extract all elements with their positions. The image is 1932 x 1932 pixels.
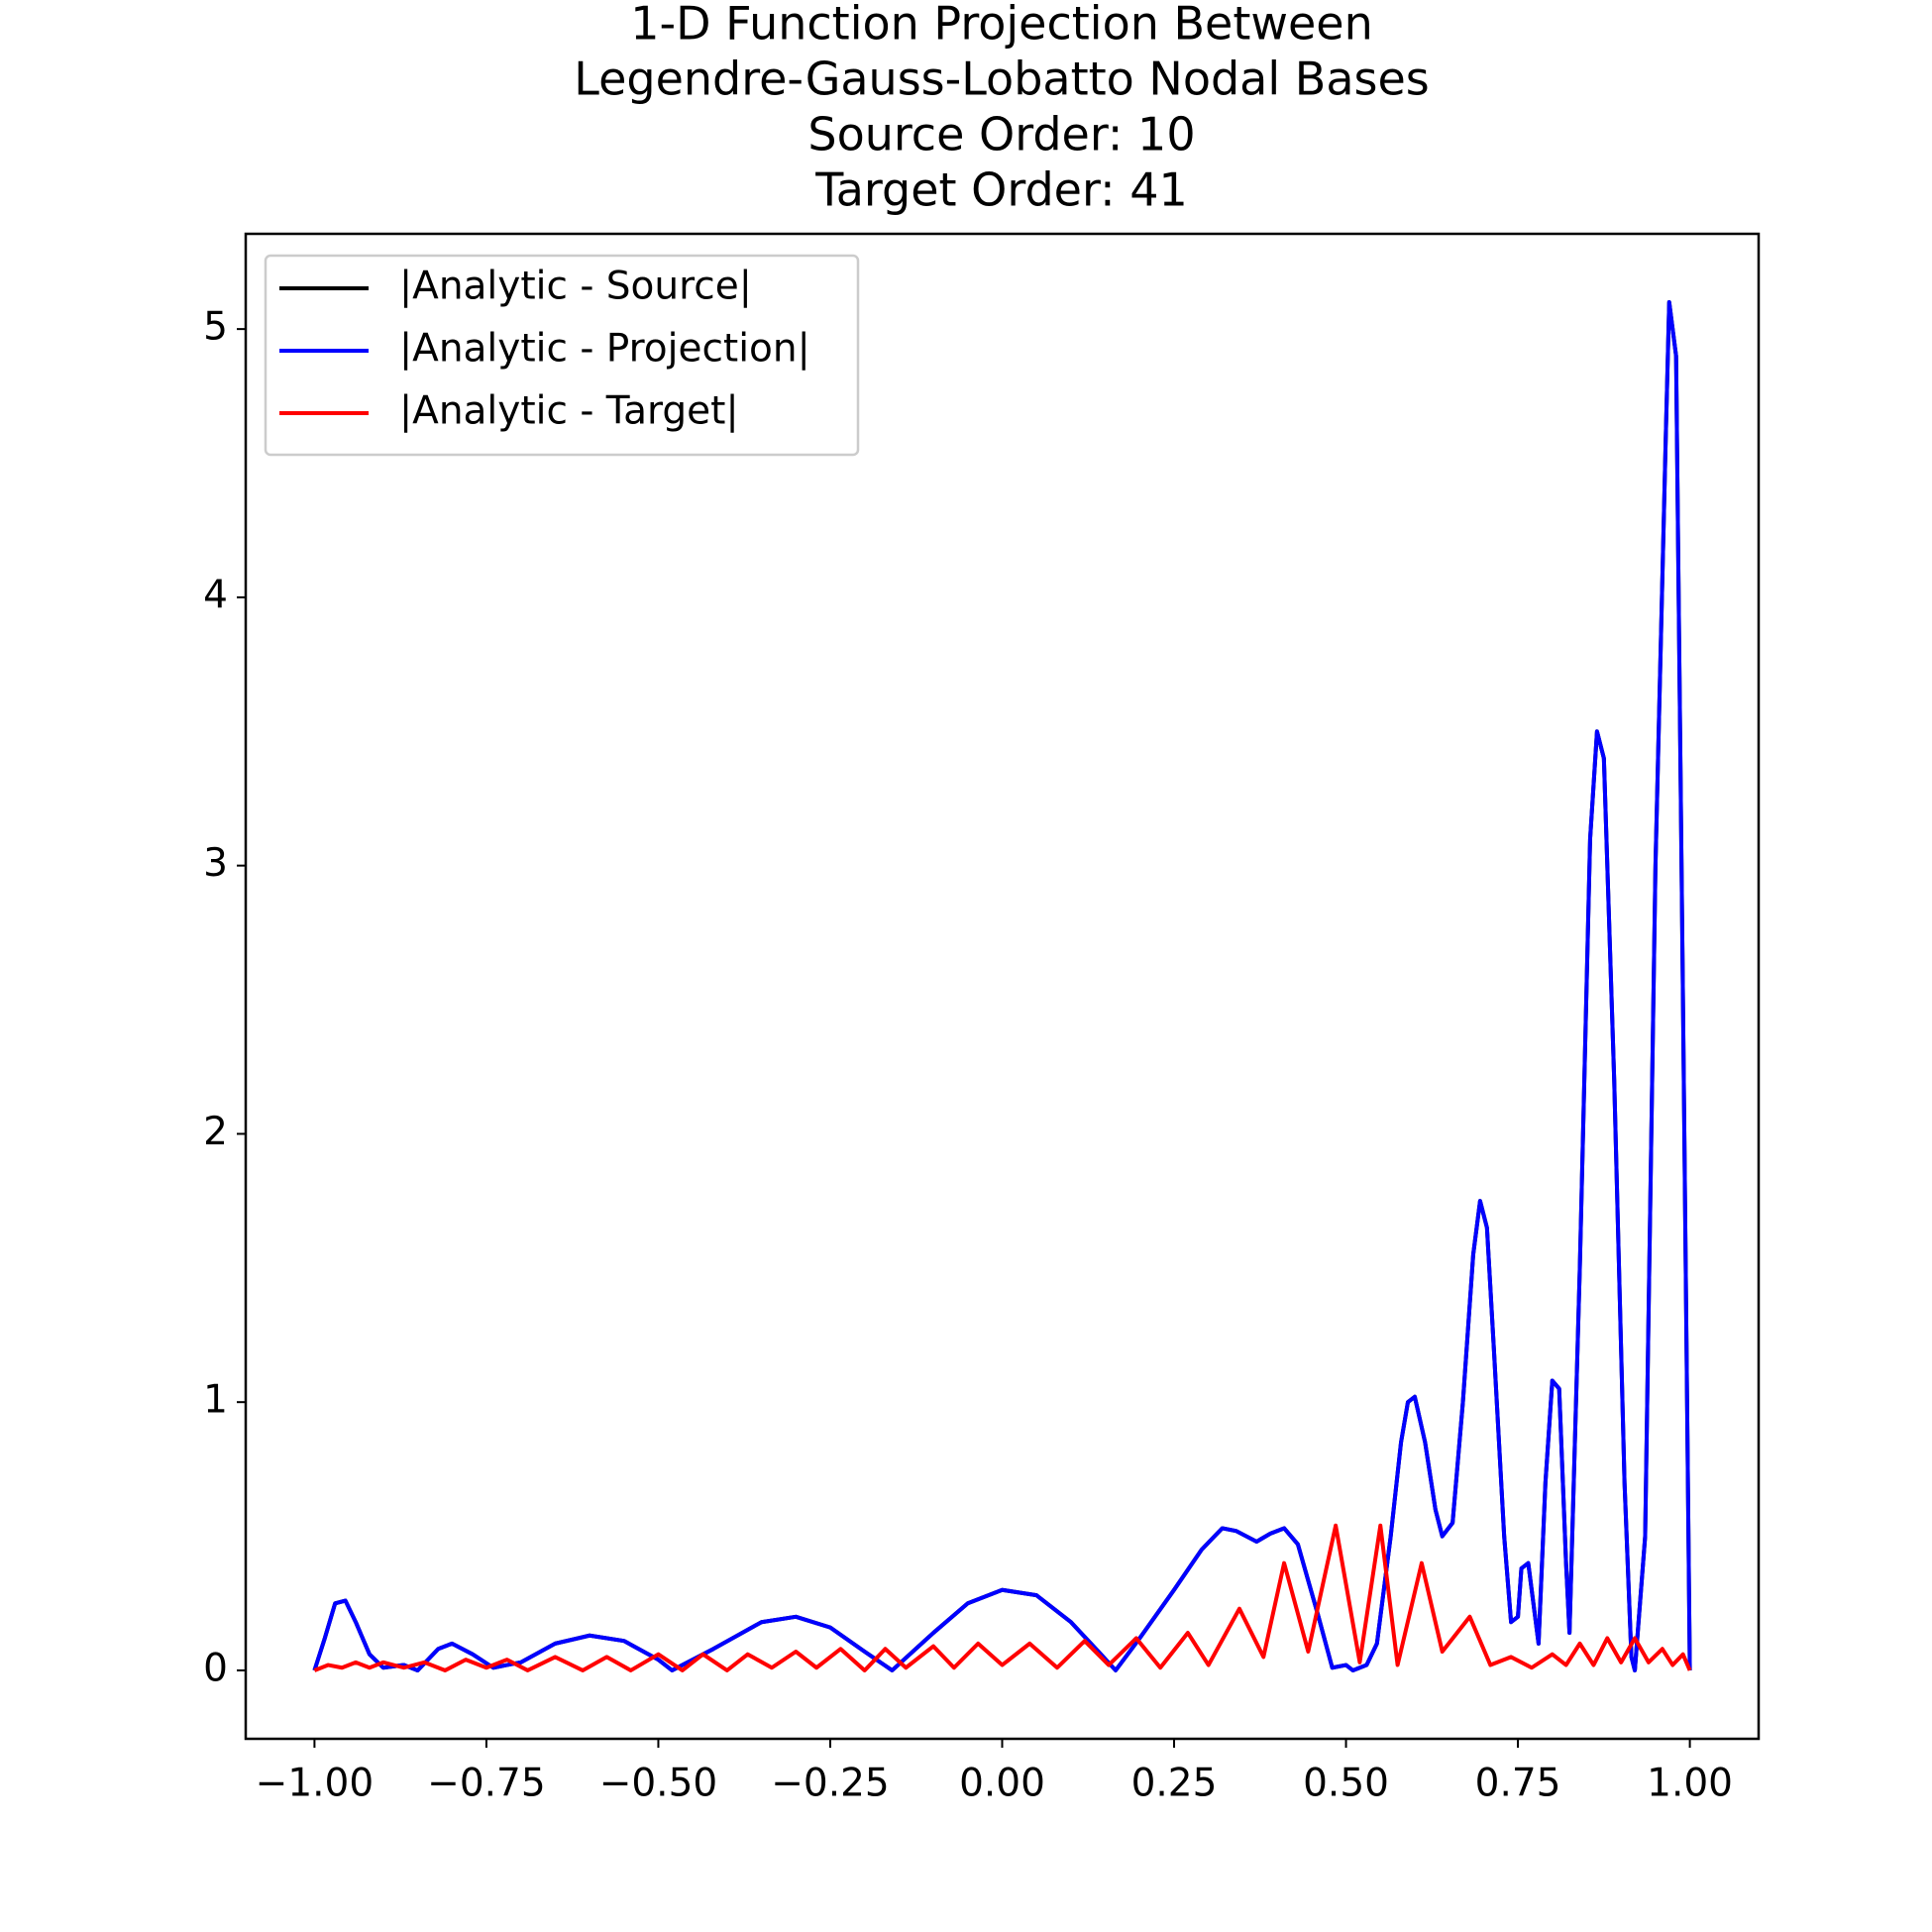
x-tick-label: −0.50 — [599, 1762, 718, 1806]
legend-label: |Analytic - Target| — [399, 389, 739, 434]
x-tick-label: 0.00 — [959, 1762, 1045, 1806]
chart-title: Source Order: 10 — [807, 108, 1195, 161]
x-tick-label: 0.75 — [1475, 1762, 1561, 1806]
y-tick-label: 4 — [203, 573, 228, 617]
x-tick-label: 1.00 — [1647, 1762, 1733, 1806]
plot-frame — [244, 232, 1761, 1741]
chart-title: Target Order: 41 — [814, 163, 1188, 217]
y-tick-label: 1 — [203, 1378, 228, 1423]
series-line — [312, 300, 1692, 1672]
y-tick-label: 5 — [203, 305, 228, 350]
y-tick-label: 2 — [203, 1110, 228, 1154]
x-tick-label: −0.25 — [771, 1762, 890, 1806]
legend-label: |Analytic - Source| — [399, 265, 752, 309]
legend-label: |Analytic - Projection| — [399, 327, 810, 372]
chart-title: Legendre-Gauss-Lobatto Nodal Bases — [574, 53, 1430, 106]
y-tick-label: 3 — [203, 841, 228, 886]
chart-title: 1-D Function Projection Between — [630, 0, 1373, 51]
series-line — [313, 1523, 1692, 1672]
legend-box — [264, 254, 860, 457]
x-tick-label: 0.25 — [1131, 1762, 1218, 1806]
x-tick-label: −0.75 — [427, 1762, 546, 1806]
x-tick-label: −1.00 — [256, 1762, 375, 1806]
y-tick-label: 0 — [203, 1646, 228, 1690]
x-tick-label: 0.50 — [1303, 1762, 1389, 1806]
